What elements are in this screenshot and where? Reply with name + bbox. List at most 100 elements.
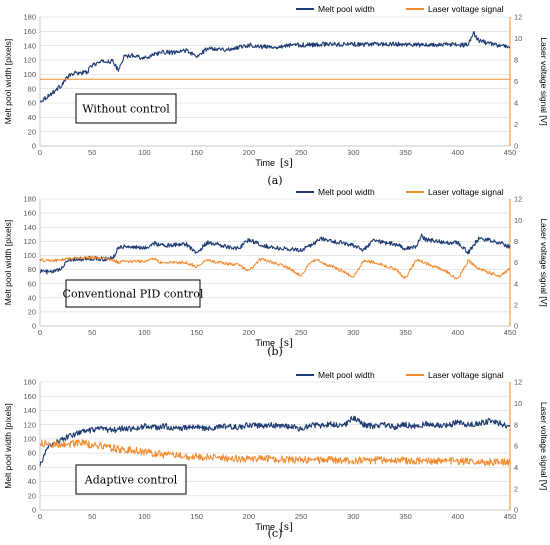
y-tick-label: 40 [28,113,36,122]
y-tick-label: 0 [32,142,36,151]
y-axis-title: Melt pool width [pixels] [3,220,13,306]
y-tick-label: 120 [23,237,36,246]
annotation-label: Conventional PID control [63,288,204,301]
series-line-melt-pool-width [39,233,511,275]
annotation-box [75,464,187,495]
series-line-melt-pool-width [40,31,511,103]
annotation-box [65,279,201,308]
y2-tick-label: 4 [514,99,518,108]
x-axis-unit: [s] [280,522,293,533]
y2-axis-title: Laser voltage signal [V] [539,37,549,125]
y2-tick-label: 6 [514,77,518,86]
x-tick-label: 400 [452,148,465,157]
y2-tick-label: 12 [514,378,522,387]
y2-tick-label: 2 [514,300,518,309]
x-axis-title: Time [255,522,275,532]
x-tick-label: 300 [347,148,360,157]
y-tick-label: 140 [23,406,36,415]
legend-label-melt-pool-width: Melt pool width [318,4,375,14]
y2-tick-label: 10 [514,34,522,43]
x-axis-unit: [s] [280,158,293,169]
y2-tick-label: 8 [514,237,518,246]
y-tick-label: 140 [23,223,36,232]
x-tick-label: 150 [190,148,203,157]
x-tick-label: 0 [38,328,42,337]
x-tick-label: 100 [138,328,151,337]
x-tick-label: 150 [190,328,203,337]
x-tick-label: 100 [138,148,151,157]
x-tick-label: 250 [295,328,308,337]
y2-axis-title: Laser voltage signal [V] [539,218,549,306]
y-tick-label: 180 [23,13,36,22]
y-tick-label: 80 [28,84,36,93]
x-tick-label: 200 [243,512,256,521]
x-tick-label: 200 [243,328,256,337]
annotation-box [75,93,177,124]
series-line-laser-voltage [39,255,511,280]
y2-tick-label: 2 [514,484,518,493]
x-axis-title: Time [255,338,275,348]
x-tick-label: 50 [88,512,96,521]
x-axis-title: Time [255,158,275,168]
y2-tick-label: 8 [514,56,518,65]
series-line-laser-voltage [39,439,511,467]
y2-tick-label: 4 [514,463,518,472]
y2-axis-title: Laser voltage signal [V] [539,402,549,490]
y-tick-label: 20 [28,127,36,136]
legend-label-melt-pool-width: Melt pool width [318,370,375,380]
x-tick-label: 350 [399,148,412,157]
annotation-label: Without control [82,103,170,116]
y2-tick-label: 4 [514,279,518,288]
y-tick-label: 160 [23,27,36,36]
legend-label-laser-voltage: Laser voltage signal [428,4,504,14]
x-tick-label: 200 [243,148,256,157]
x-tick-label: 300 [347,512,360,521]
x-tick-label: 0 [38,512,42,521]
x-tick-label: 350 [399,512,412,521]
series-line-melt-pool-width [39,415,511,467]
y-tick-label: 20 [28,491,36,500]
legend-label-laser-voltage: Laser voltage signal [428,370,504,380]
y-tick-label: 180 [23,378,36,387]
y2-tick-label: 0 [514,506,518,515]
panel-caption: (c) [268,527,283,540]
y-tick-label: 40 [28,293,36,302]
x-tick-label: 400 [452,328,465,337]
y-tick-label: 80 [28,449,36,458]
y2-tick-label: 0 [514,322,518,331]
y-tick-label: 0 [32,322,36,331]
y-tick-label: 80 [28,265,36,274]
x-tick-label: 0 [38,148,42,157]
annotation-label: Adaptive control [84,474,178,487]
x-tick-label: 50 [88,148,96,157]
y2-tick-label: 10 [514,399,522,408]
x-tick-label: 100 [138,512,151,521]
x-tick-label: 150 [190,512,203,521]
y-tick-label: 100 [23,70,36,79]
y2-tick-label: 0 [514,142,518,151]
y2-tick-label: 6 [514,258,518,267]
y2-tick-label: 8 [514,420,518,429]
y-tick-label: 120 [23,420,36,429]
y2-tick-label: 12 [514,13,522,22]
y-tick-label: 120 [23,56,36,65]
y-tick-label: 180 [23,195,36,204]
x-tick-label: 250 [295,512,308,521]
y-tick-label: 20 [28,307,36,316]
y-tick-label: 0 [32,506,36,515]
y-tick-label: 100 [23,251,36,260]
x-tick-label: 350 [399,328,412,337]
panel-caption: (a) [267,174,282,187]
legend-label-laser-voltage: Laser voltage signal [428,187,504,197]
y-tick-label: 160 [23,392,36,401]
y2-tick-label: 6 [514,442,518,451]
y-axis-title: Melt pool width [pixels] [3,403,13,489]
legend-label-melt-pool-width: Melt pool width [318,187,375,197]
x-tick-label: 300 [347,328,360,337]
y-axis-title: Melt pool width [pixels] [3,39,13,125]
y-tick-label: 60 [28,463,36,472]
y2-tick-label: 12 [514,195,522,204]
